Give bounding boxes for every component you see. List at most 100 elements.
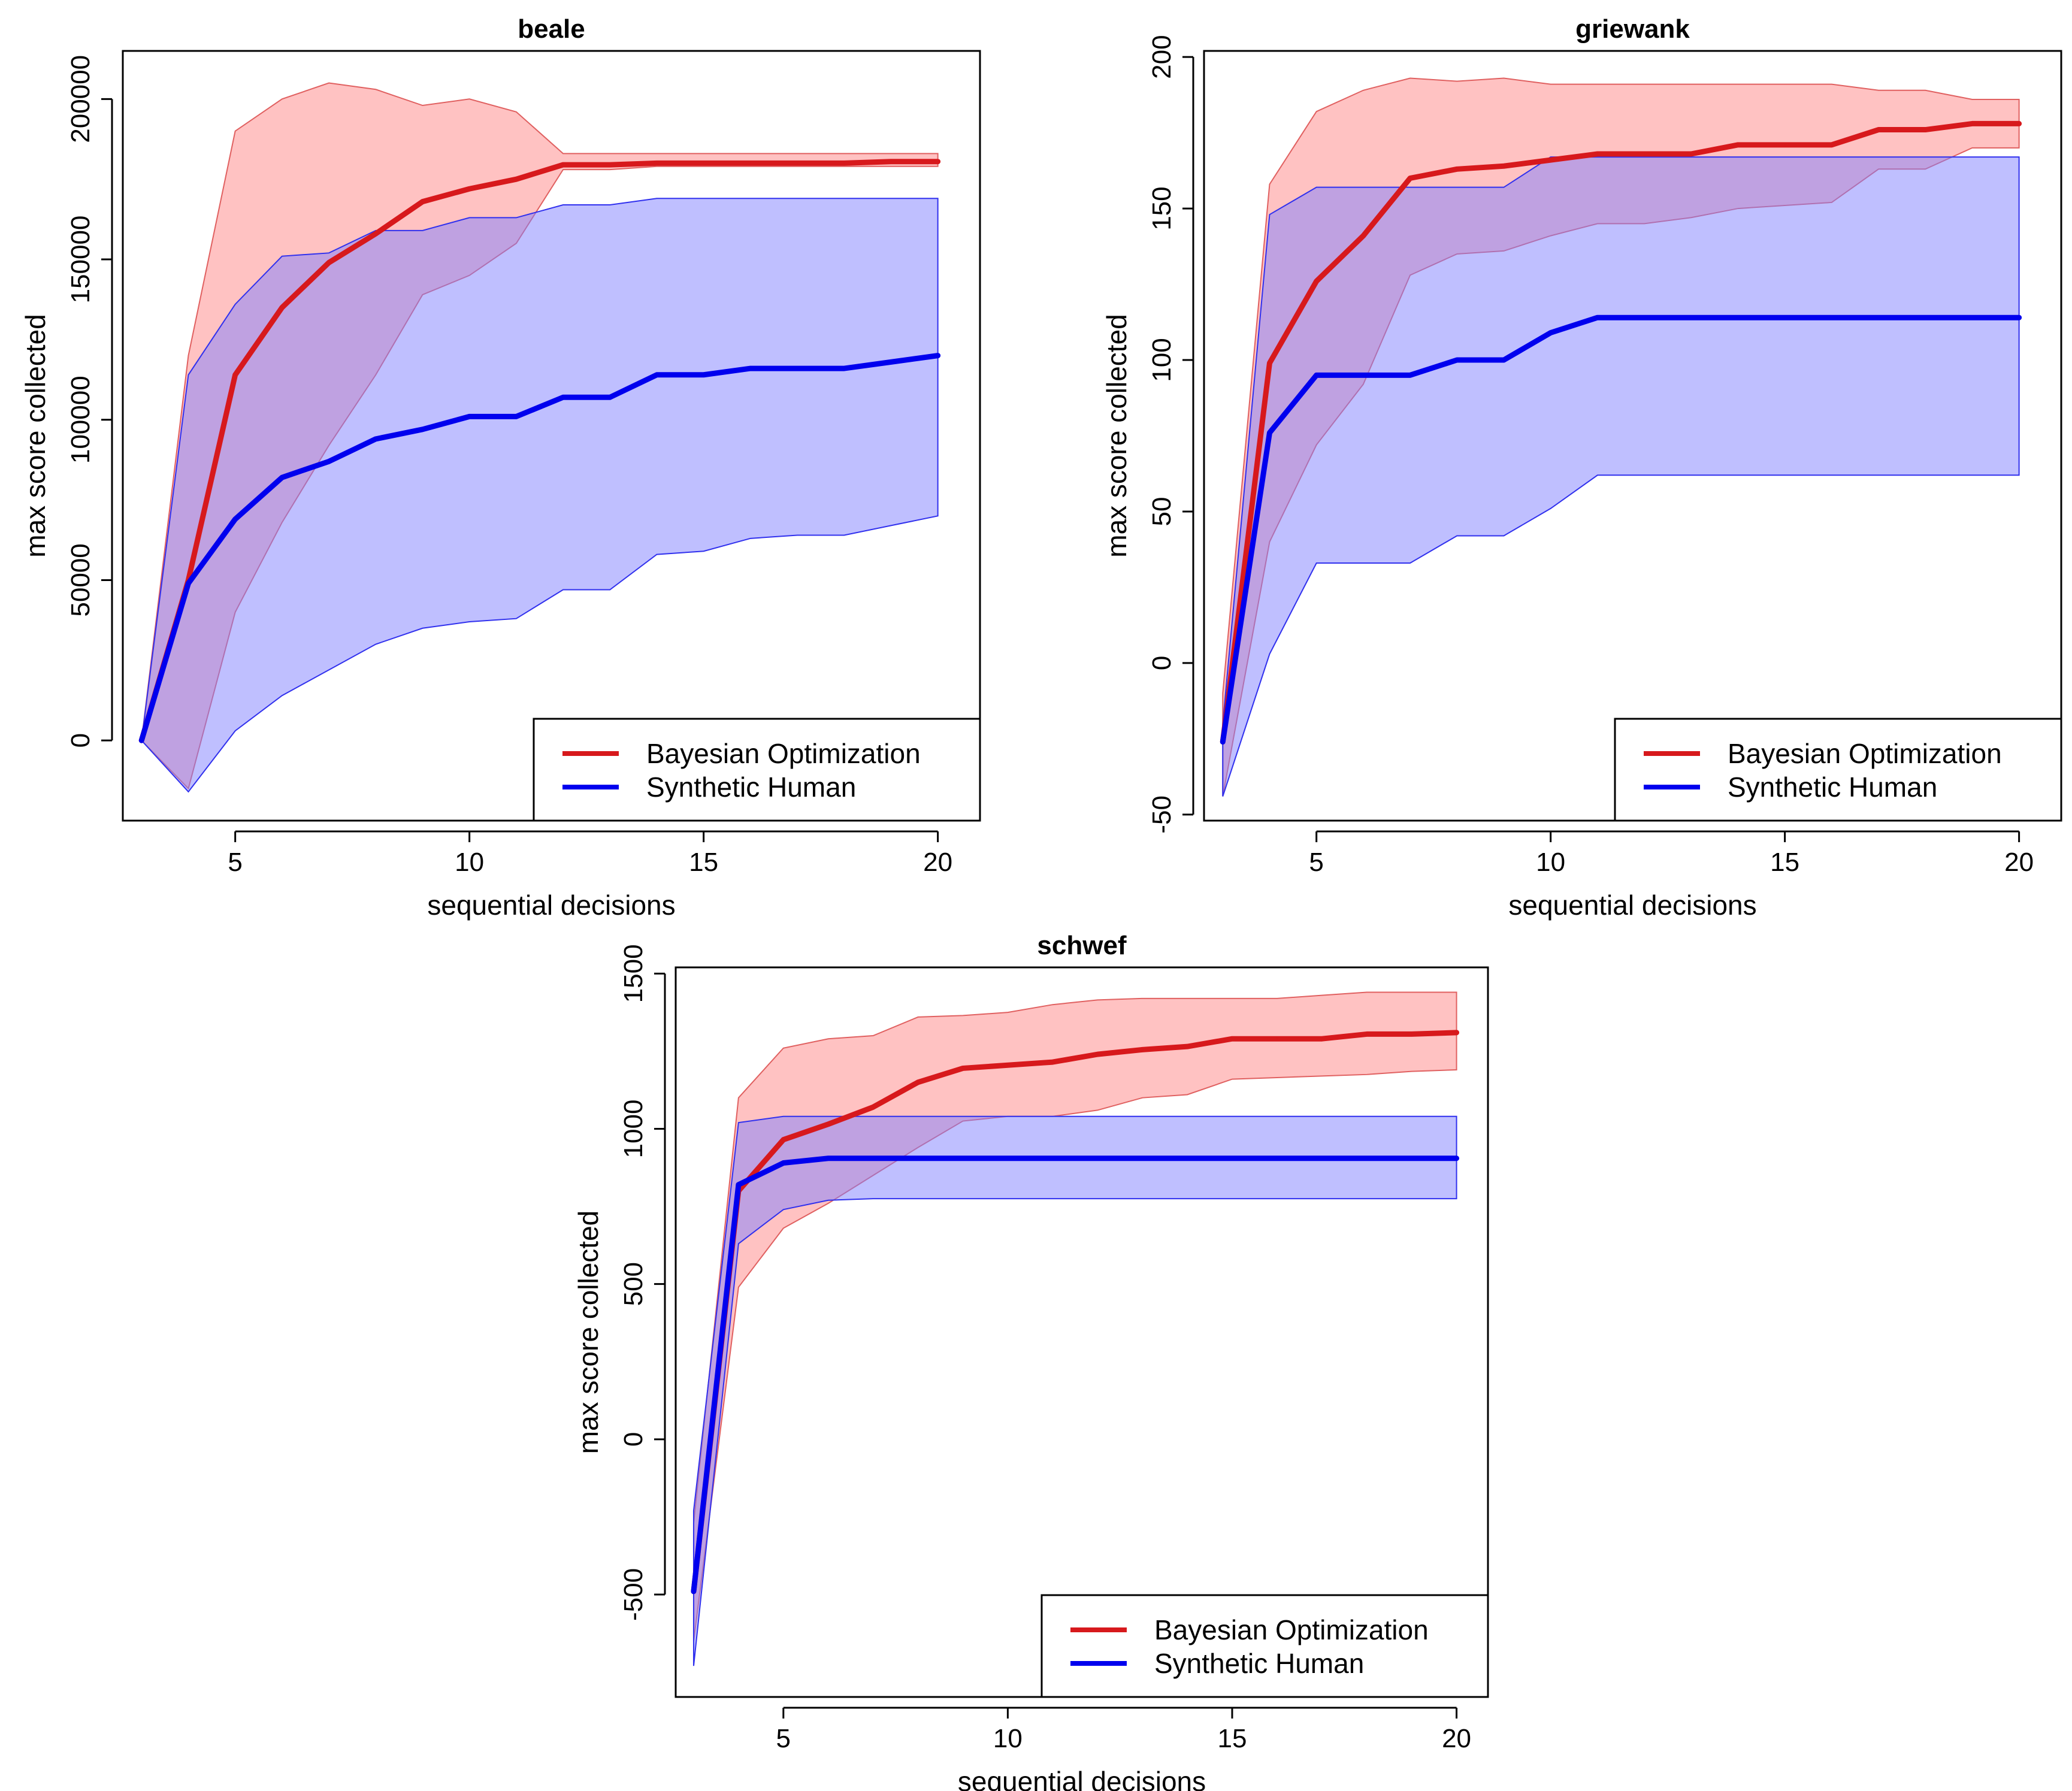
bo-mean-point: [1007, 1064, 1009, 1066]
human-mean-line: [1220, 314, 2022, 745]
human-mean-point: [872, 1157, 874, 1159]
human-mean-point: [962, 1157, 964, 1159]
bo-mean-point: [1737, 144, 1739, 146]
chart-panel-beale: beale 5 10 15 20 sequential decisions 0 50000 10…: [20, 14, 981, 921]
bo-band: [692, 991, 1457, 1641]
y-tick-label: 100: [1147, 338, 1176, 382]
chart-panel-schwef: schwef 5 10 15 20 sequential decisions -500 0 50…: [573, 931, 1489, 1791]
human-mean-point: [375, 438, 377, 440]
bo-mean-point: [1321, 1038, 1323, 1040]
bo-mean-point: [1503, 165, 1505, 167]
bo-mean-point: [1456, 168, 1458, 170]
human-mean-point: [562, 397, 564, 398]
human-mean-point: [749, 368, 751, 370]
human-mean-point: [656, 374, 658, 376]
human-mean-point: [890, 361, 892, 363]
bo-mean-point: [1971, 123, 1973, 125]
bo-mean-point: [422, 201, 424, 202]
bo-mean-point: [1366, 1033, 1368, 1035]
human-mean-point: [234, 518, 236, 520]
human-mean-point: [1411, 1157, 1412, 1159]
bo-mean-point: [962, 1067, 964, 1069]
bo-mean-point: [328, 262, 330, 264]
human-mean-point: [917, 1157, 919, 1159]
human-mean-point: [692, 1590, 694, 1592]
bo-mean-point: [281, 307, 283, 308]
human-mean-point: [937, 355, 939, 356]
human-mean-point: [1971, 317, 1973, 319]
bo-mean-point: [656, 162, 658, 164]
human-mean-point: [1362, 374, 1364, 376]
y-tick-label: 50: [1147, 497, 1176, 526]
human-mean-point: [1550, 332, 1551, 334]
bo-mean-point: [1142, 1049, 1144, 1051]
human-mean-point: [1596, 317, 1598, 319]
x-tick-label: 20: [2004, 848, 2034, 877]
human-mean-point: [1321, 1157, 1323, 1159]
human-mean-point: [1456, 1157, 1457, 1159]
y-tick-label: 500: [619, 1262, 648, 1306]
bo-mean-point: [562, 164, 564, 166]
y-tick-label: 50000: [66, 543, 95, 616]
human-mean-point: [187, 582, 189, 584]
human-band: [692, 1115, 1457, 1666]
bo-mean-line: [138, 159, 941, 743]
bo-mean-point: [749, 162, 751, 164]
human-mean-point: [141, 740, 143, 742]
human-mean-point: [1007, 1157, 1009, 1159]
bo-mean-point: [890, 161, 892, 162]
x-tick-label: 10: [993, 1724, 1023, 1753]
human-mean-point: [1644, 317, 1645, 319]
bo-mean-point: [1187, 1046, 1188, 1048]
human-mean-point: [609, 397, 611, 398]
human-mean-point: [1231, 1157, 1233, 1159]
bo-mean-point: [1276, 1038, 1278, 1040]
human-mean-point: [1142, 1157, 1144, 1159]
bo-mean-line: [1220, 120, 2022, 745]
y-tick-label: 0: [619, 1432, 648, 1447]
bo-mean-point: [917, 1081, 919, 1083]
human-legend-label: Synthetic Human: [1154, 1648, 1364, 1679]
human-legend-label: Synthetic Human: [646, 772, 856, 803]
bo-mean-point: [515, 179, 517, 180]
human-mean-point: [515, 416, 517, 418]
y-axis-label: max score collected: [573, 1211, 604, 1454]
human-mean-line: [138, 353, 941, 743]
x-tick-label: 10: [1536, 848, 1565, 877]
y-tick-label: 1500: [619, 944, 648, 1003]
human-mean-point: [1366, 1157, 1368, 1159]
x-axis-label: sequential decisions: [958, 1766, 1206, 1791]
bo-mean-point: [234, 374, 236, 376]
bo-mean-line: [691, 1030, 1460, 1595]
human-mean-point: [468, 416, 470, 418]
human-mean-point: [281, 477, 283, 479]
y-axis-label: max score collected: [1101, 314, 1132, 558]
bo-mean-point: [1644, 153, 1645, 155]
bo-mean-point: [1690, 153, 1692, 155]
chart-title: beale: [518, 14, 585, 44]
bo-mean-point: [1269, 362, 1271, 364]
x-tick-label: 20: [1442, 1724, 1471, 1753]
y-tick-label: 100000: [66, 376, 95, 464]
x-tick-label: 15: [1217, 1724, 1247, 1753]
human-mean-point: [1052, 1157, 1054, 1159]
bo-legend-label: Bayesian Optimization: [1728, 738, 2002, 769]
bo-mean-point: [1878, 129, 1880, 131]
human-mean-point: [1097, 1157, 1099, 1159]
bo-mean-point: [782, 1139, 784, 1140]
bo-mean-point: [609, 164, 611, 166]
bo-mean-point: [872, 1106, 874, 1108]
bo-legend-label: Bayesian Optimization: [646, 738, 921, 769]
human-mean-point: [843, 368, 845, 370]
x-tick-label: 15: [689, 848, 718, 877]
bo-mean-point: [797, 162, 798, 164]
human-mean-point: [1456, 359, 1458, 361]
bo-mean-point: [1409, 177, 1411, 179]
human-mean-point: [797, 368, 798, 370]
bo-mean-point: [1362, 235, 1364, 237]
bo-mean-point: [375, 233, 377, 235]
legend-box: [533, 718, 981, 822]
bo-mean-point: [2018, 123, 2020, 125]
